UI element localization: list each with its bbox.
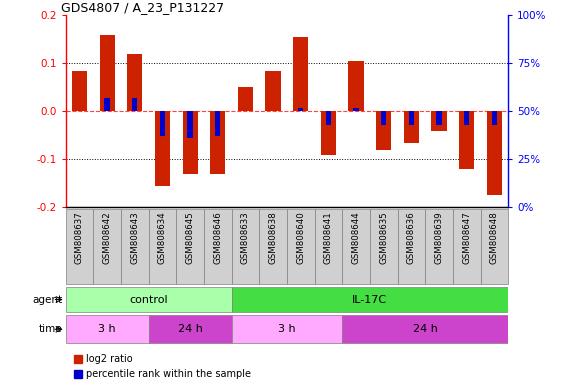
Bar: [459, 111, 475, 169]
Bar: [148, 316, 232, 343]
Bar: [397, 209, 425, 284]
Bar: [287, 209, 315, 284]
Bar: [376, 111, 391, 150]
Legend: log2 ratio, percentile rank within the sample: log2 ratio, percentile rank within the s…: [71, 351, 255, 383]
Text: GSM808637: GSM808637: [75, 212, 84, 264]
Bar: [370, 209, 397, 284]
Bar: [66, 286, 232, 313]
Bar: [93, 209, 121, 284]
Text: time: time: [39, 324, 63, 334]
Bar: [266, 71, 281, 111]
Bar: [259, 209, 287, 284]
Text: GSM808636: GSM808636: [407, 212, 416, 264]
Bar: [298, 108, 303, 111]
Text: GSM808645: GSM808645: [186, 212, 195, 264]
Bar: [342, 209, 370, 284]
Bar: [342, 316, 508, 343]
Text: GSM808634: GSM808634: [158, 212, 167, 264]
Bar: [425, 209, 453, 284]
Text: GSM808643: GSM808643: [130, 212, 139, 264]
Bar: [183, 111, 198, 174]
Bar: [492, 111, 497, 125]
Bar: [409, 111, 414, 125]
Bar: [132, 98, 138, 111]
Bar: [232, 209, 259, 284]
Bar: [66, 316, 148, 343]
Bar: [187, 111, 193, 138]
Text: GSM808648: GSM808648: [490, 212, 499, 264]
Bar: [432, 111, 447, 131]
Text: 3 h: 3 h: [278, 324, 296, 334]
Text: GSM808644: GSM808644: [352, 212, 360, 264]
Text: GDS4807 / A_23_P131227: GDS4807 / A_23_P131227: [61, 1, 224, 14]
Bar: [381, 111, 387, 125]
Bar: [121, 209, 148, 284]
Text: 24 h: 24 h: [178, 324, 203, 334]
Bar: [148, 209, 176, 284]
Text: GSM808646: GSM808646: [214, 212, 222, 264]
Text: 3 h: 3 h: [98, 324, 116, 334]
Bar: [238, 88, 253, 111]
Bar: [204, 209, 232, 284]
Bar: [315, 209, 342, 284]
Text: GSM808633: GSM808633: [241, 212, 250, 264]
Text: GSM808640: GSM808640: [296, 212, 305, 264]
Bar: [481, 209, 508, 284]
Bar: [404, 111, 419, 142]
Bar: [155, 111, 170, 186]
Bar: [66, 209, 93, 284]
Bar: [293, 37, 308, 111]
Bar: [464, 111, 469, 125]
Text: GSM808635: GSM808635: [379, 212, 388, 264]
Text: GSM808638: GSM808638: [268, 212, 278, 264]
Text: GSM808639: GSM808639: [435, 212, 444, 264]
Bar: [486, 111, 502, 195]
Bar: [104, 98, 110, 111]
Bar: [232, 286, 508, 313]
Bar: [325, 111, 331, 125]
Bar: [321, 111, 336, 155]
Text: agent: agent: [33, 295, 63, 305]
Bar: [127, 54, 142, 111]
Text: control: control: [129, 295, 168, 305]
Bar: [210, 111, 226, 174]
Text: IL-17C: IL-17C: [352, 295, 388, 305]
Bar: [353, 108, 359, 111]
Bar: [348, 61, 364, 111]
Bar: [160, 111, 165, 136]
Bar: [453, 209, 481, 284]
Text: GSM808641: GSM808641: [324, 212, 333, 264]
Bar: [99, 35, 115, 111]
Bar: [176, 209, 204, 284]
Text: GSM808647: GSM808647: [462, 212, 471, 264]
Bar: [436, 111, 442, 125]
Text: GSM808642: GSM808642: [103, 212, 112, 264]
Bar: [232, 316, 342, 343]
Bar: [215, 111, 220, 136]
Bar: [72, 71, 87, 111]
Text: 24 h: 24 h: [413, 324, 437, 334]
